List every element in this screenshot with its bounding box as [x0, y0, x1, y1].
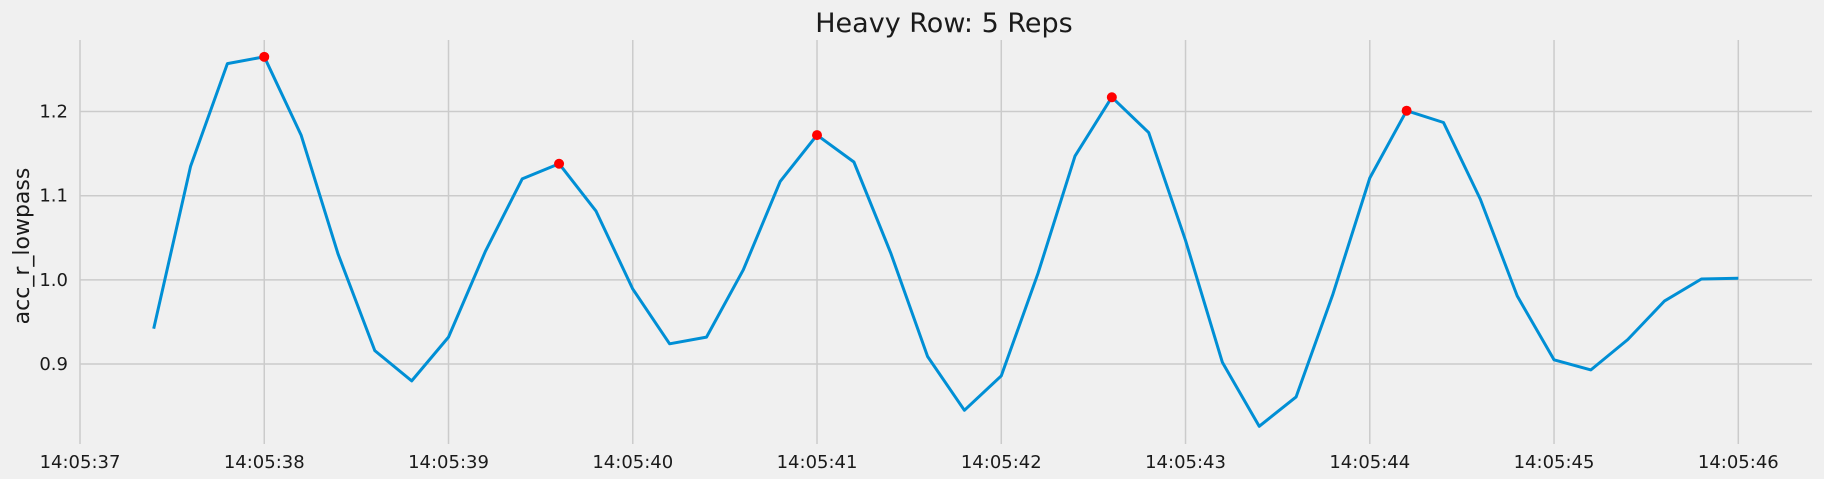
series-line [152, 55, 1739, 428]
peak-marker [259, 51, 270, 62]
x-tick-label: 14:05:39 [408, 452, 489, 473]
peak-markers [259, 51, 1412, 169]
peak-marker [1401, 105, 1412, 116]
peak-marker [554, 158, 565, 169]
x-tick-label: 14:05:45 [1514, 452, 1595, 473]
y-tick-label: 1.2 [39, 102, 68, 123]
grid [79, 40, 1812, 444]
x-tick-label: 14:05:38 [224, 452, 305, 473]
peak-marker [812, 130, 823, 141]
y-tick-label: 0.9 [39, 354, 68, 375]
y-axis-label: acc_r_lowpass [10, 168, 35, 325]
x-tick-label: 14:05:44 [1329, 452, 1410, 473]
y-tick-label: 1.0 [39, 270, 68, 291]
tick-labels: 14:05:37 14:05:38 14:05:39 14:05:40 14:05:41… [39, 102, 1778, 473]
x-tick-label: 14:05:43 [1145, 452, 1226, 473]
x-tick-label: 14:05:42 [961, 452, 1042, 473]
x-tick-label: 14:05:46 [1698, 452, 1779, 473]
x-tick-label: 14:05:41 [777, 452, 858, 473]
peak-marker [1106, 92, 1117, 103]
chart-title: Heavy Row: 5 Reps [815, 8, 1072, 39]
x-tick-label: 14:05:40 [592, 452, 673, 473]
x-tick-label: 14:05:37 [40, 452, 121, 473]
y-tick-label: 1.1 [39, 186, 68, 207]
